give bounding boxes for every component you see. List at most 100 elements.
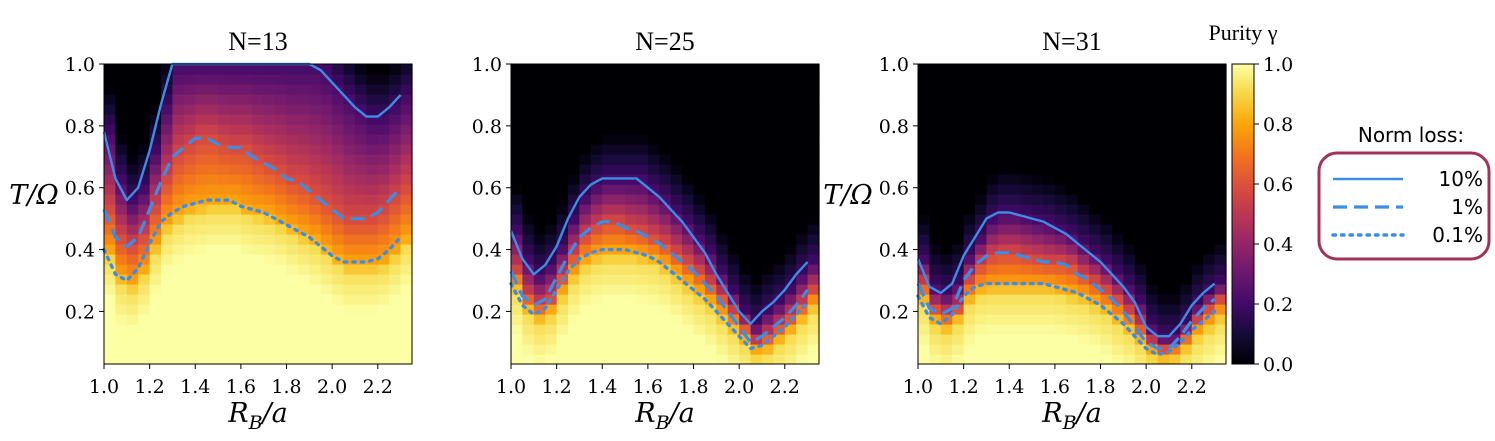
heatmap-cell [670, 244, 683, 255]
heatmap-cell [172, 354, 185, 365]
heatmap-cell [138, 274, 151, 285]
heatmap-cell [1100, 314, 1113, 325]
heatmap-cell [240, 324, 253, 335]
heatmap-cell [286, 94, 299, 105]
heatmap-cell [138, 114, 151, 125]
heatmap-cell [739, 194, 752, 205]
heatmap-cell [997, 294, 1010, 305]
heatmap-cell [1043, 354, 1056, 365]
heatmap-cell [1100, 134, 1113, 145]
heatmap-cell [659, 224, 672, 235]
heatmap-cell [320, 164, 333, 175]
heatmap-cell [602, 284, 615, 295]
heatmap-cell [929, 64, 942, 75]
heatmap-cell [727, 74, 740, 85]
heatmap-cell [1191, 274, 1204, 285]
heatmap-cell [1203, 214, 1216, 225]
heatmap-cell [400, 344, 413, 355]
heatmap-cell [590, 294, 603, 305]
heatmap-cell [918, 314, 931, 325]
heatmap-cell [354, 274, 367, 285]
heatmap-cell [997, 264, 1010, 275]
heatmap-cell [602, 134, 615, 145]
contour-line-0p1pct [102, 198, 403, 283]
heatmap-cell [332, 124, 345, 135]
x-axis-label: RB/a [1041, 398, 1102, 434]
heatmap-cell [796, 334, 809, 345]
heatmap-cell [533, 304, 546, 315]
heatmap-cell [807, 354, 820, 365]
heatmap-cell [1214, 64, 1227, 75]
heatmap-cell [1134, 324, 1147, 335]
heatmap-cell [354, 304, 367, 315]
heatmap-cell [183, 184, 196, 195]
heatmap-cell [784, 104, 797, 115]
heatmap-cell [1157, 354, 1170, 365]
heatmap-cell [739, 134, 752, 145]
heatmap-cell [579, 264, 592, 275]
heatmap-cell [716, 344, 729, 355]
heatmap-cell [647, 134, 660, 145]
heatmap-cell [975, 244, 988, 255]
heatmap-cell [240, 314, 253, 325]
heatmap-cell [952, 154, 965, 165]
heatmap-cell [1009, 234, 1022, 245]
heatmap-cell [1032, 84, 1045, 95]
heatmap-cell [975, 354, 988, 365]
heatmap-cell [195, 314, 208, 325]
heatmap-cell [807, 304, 820, 315]
heatmap-cell [522, 234, 535, 245]
heatmap-cell [511, 304, 524, 315]
heatmap-cell [126, 304, 139, 315]
heatmap-cell [229, 344, 242, 355]
heatmap-cell [659, 74, 672, 85]
heatmap-cell [149, 334, 162, 345]
heatmap-cell [807, 144, 820, 155]
heatmap-cell [533, 194, 546, 205]
contour-line-0p1pct [916, 281, 1217, 357]
heatmap-cell [1066, 84, 1079, 95]
heatmap-cell [275, 104, 288, 115]
heatmap-cell [1089, 144, 1102, 155]
heatmap-cell [183, 124, 196, 135]
heatmap-cell [590, 224, 603, 235]
heatmap-cell [354, 124, 367, 135]
heatmap-cell [1180, 84, 1193, 95]
heatmap-cell [750, 114, 763, 125]
heatmap-cell [545, 344, 558, 355]
heatmap-cell [761, 184, 774, 195]
legend-title: Norm loss: [1358, 123, 1464, 147]
heatmap-cell [739, 74, 752, 85]
heatmap-cell [377, 264, 390, 275]
heatmap-cell [172, 224, 185, 235]
heatmap-cell [940, 64, 953, 75]
heatmap-cell [784, 204, 797, 215]
heatmap-cell [647, 224, 660, 235]
heatmap-cell [545, 214, 558, 225]
heatmap-cell [556, 134, 569, 145]
heatmap-cell [1134, 294, 1147, 305]
heatmap-cell [195, 184, 208, 195]
heatmap-cell [138, 244, 151, 255]
x-tick-label: 1.2 [542, 376, 572, 398]
heatmap-cell [533, 244, 546, 255]
heatmap-cell [579, 84, 592, 95]
heatmap-cell [716, 334, 729, 345]
heatmap-cell [636, 74, 649, 85]
heatmap-cell [1020, 74, 1033, 85]
heatmap-cell [784, 94, 797, 105]
heatmap-cell [963, 214, 976, 225]
heatmap-cell [309, 224, 322, 235]
heatmap-cell [240, 214, 253, 225]
heatmap [918, 64, 1227, 365]
heatmap-cell [126, 224, 139, 235]
heatmap-cell [343, 184, 356, 195]
heatmap-cell [579, 154, 592, 165]
heatmap-cell [963, 124, 976, 135]
heatmap-cell [602, 114, 615, 125]
heatmap-cell [366, 64, 379, 75]
heatmap-cell [115, 264, 128, 275]
heatmap-cell [613, 154, 626, 165]
heatmap-cell [952, 304, 965, 315]
heatmap-cell [522, 194, 535, 205]
